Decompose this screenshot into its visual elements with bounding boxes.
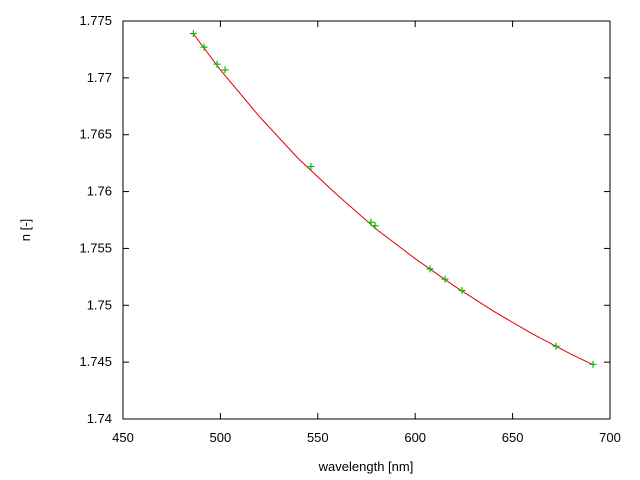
x-tick-label: 550	[307, 430, 329, 445]
y-tick-label: 1.745	[79, 354, 112, 369]
data-point	[367, 218, 375, 226]
y-tick-label: 1.775	[79, 13, 112, 28]
y-tick-labels: 1.74 1.745 1.75 1.755 1.76 1.765 1.77 1.775	[79, 13, 112, 426]
y-tick-label: 1.77	[87, 70, 112, 85]
data-point	[307, 163, 315, 171]
y-tick-label: 1.75	[87, 297, 112, 312]
x-tick-labels: 450 500 550 600 650 700	[112, 430, 621, 445]
ticks-layer	[122, 20, 611, 420]
data-point	[200, 43, 208, 51]
y-tick-label: 1.765	[79, 127, 112, 142]
fit-curve	[192, 33, 593, 365]
y-tick-label: 1.74	[87, 411, 112, 426]
data-point	[589, 360, 597, 368]
x-tick-label: 500	[210, 430, 232, 445]
plot-frame	[122, 20, 611, 420]
x-tick-label: 450	[112, 430, 134, 445]
data-point	[221, 66, 229, 74]
data-point	[552, 342, 560, 350]
y-tick-label: 1.755	[79, 240, 112, 255]
data-point	[189, 30, 197, 38]
x-tick-label: 700	[599, 430, 621, 445]
x-tick-label: 600	[404, 430, 426, 445]
fit-curve-layer	[192, 33, 593, 365]
data-point	[426, 265, 434, 273]
data-point	[458, 287, 466, 295]
y-tick-label: 1.76	[87, 184, 112, 199]
data-points-layer	[189, 30, 597, 368]
x-axis-label: wavelength [nm]	[318, 459, 414, 474]
y-axis-label: n [-]	[18, 219, 33, 241]
x-tick-label: 650	[502, 430, 524, 445]
data-point	[213, 60, 221, 68]
data-point	[441, 275, 449, 283]
data-point	[371, 222, 379, 230]
